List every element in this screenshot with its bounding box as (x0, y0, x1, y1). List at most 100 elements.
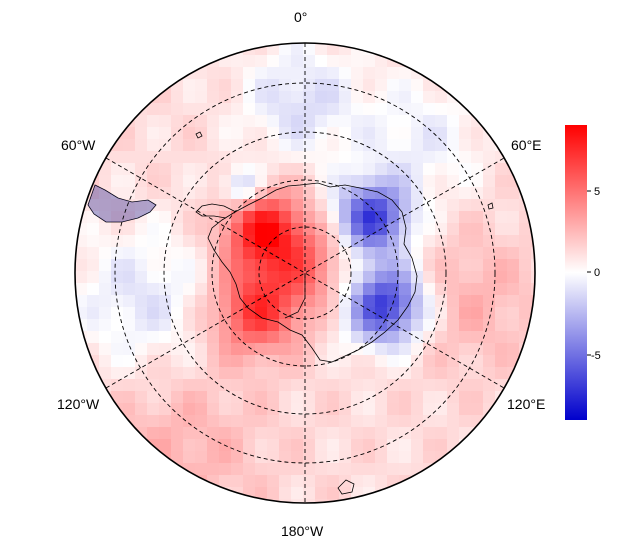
field-cell (387, 343, 400, 356)
field-cell (219, 295, 232, 308)
field-cell (255, 79, 268, 92)
field-cell (375, 271, 388, 284)
field-cell (147, 259, 160, 272)
field-cell (99, 379, 112, 392)
field-cell (435, 343, 448, 356)
field-cell (315, 403, 328, 416)
field-cell (111, 259, 124, 272)
field-cell (423, 103, 436, 116)
field-cell (531, 319, 535, 332)
field-cell (303, 319, 316, 332)
field-cell (99, 319, 112, 332)
field-cell (327, 307, 340, 320)
field-cell (447, 139, 460, 152)
field-cell (243, 391, 256, 404)
field-cell (375, 307, 388, 320)
field-cell (183, 139, 196, 152)
field-cell (459, 283, 472, 296)
field-cell (171, 451, 184, 464)
field-cell (471, 259, 484, 272)
field-cell (495, 307, 508, 320)
field-cell (411, 79, 424, 92)
field-cell (495, 211, 508, 224)
field-cell (327, 139, 340, 152)
field-cell (195, 355, 208, 368)
field-cell (123, 235, 136, 248)
field-cell (423, 127, 436, 140)
field-cell (159, 355, 172, 368)
field-cell (255, 451, 268, 464)
field-cell (351, 79, 364, 92)
field-cell (351, 331, 364, 344)
field-cell (411, 343, 424, 356)
field-cell (231, 103, 244, 116)
field-cell (195, 199, 208, 212)
field-cell (219, 331, 232, 344)
field-cell (327, 271, 340, 284)
field-cell (447, 259, 460, 272)
field-cell (423, 355, 436, 368)
field-cell (303, 499, 316, 503)
field-cell (471, 175, 484, 188)
field-cell (303, 211, 316, 224)
field-cell (159, 139, 172, 152)
field-cell (75, 283, 88, 296)
field-cell (363, 247, 376, 260)
field-cell (387, 283, 400, 296)
field-cell (459, 331, 472, 344)
field-cell (255, 175, 268, 188)
field-cell (339, 223, 352, 236)
field-cell (339, 463, 352, 476)
field-cell (363, 115, 376, 128)
field-cell (435, 463, 448, 476)
field-cell (315, 391, 328, 404)
field-cell (327, 67, 340, 80)
field-cell (471, 187, 484, 200)
field-cell (231, 139, 244, 152)
field-cell (267, 271, 280, 284)
field-cell (447, 199, 460, 212)
field-cell (435, 211, 448, 224)
field-cell (447, 211, 460, 224)
field-cell (363, 367, 376, 380)
field-cell (219, 415, 232, 428)
field-cell (183, 211, 196, 224)
field-cell (363, 283, 376, 296)
colorbar-tick-label: 0 (594, 267, 600, 279)
field-cell (75, 247, 88, 260)
field-cell (375, 331, 388, 344)
field-cell (399, 79, 412, 92)
field-cell (255, 487, 268, 500)
colorbar-tick-label: -5 (591, 350, 601, 362)
field-cell (351, 271, 364, 284)
field-cell (363, 319, 376, 332)
field-cell (471, 319, 484, 332)
field-cell (171, 307, 184, 320)
field-cell (435, 415, 448, 428)
field-cell (387, 487, 400, 500)
field-cell (243, 247, 256, 260)
field-cell (207, 211, 220, 224)
field-cell (147, 367, 160, 380)
field-cell (303, 463, 316, 476)
field-cell (279, 439, 292, 452)
field-cell (363, 235, 376, 248)
latitude-circle (163, 131, 447, 415)
field-cell (459, 439, 472, 452)
field-cell (255, 427, 268, 440)
map-disc (75, 43, 535, 503)
field-cell (75, 343, 88, 356)
field-cell (255, 391, 268, 404)
field-cell (363, 463, 376, 476)
field-cell (435, 91, 448, 104)
field-cell (339, 235, 352, 248)
field-cell (219, 79, 232, 92)
field-cell (351, 187, 364, 200)
field-cell (507, 331, 520, 344)
field-cell (111, 235, 124, 248)
field-cell (399, 223, 412, 236)
field-cell (351, 223, 364, 236)
field-cell (459, 403, 472, 416)
field-cell (255, 439, 268, 452)
field-cell (231, 319, 244, 332)
